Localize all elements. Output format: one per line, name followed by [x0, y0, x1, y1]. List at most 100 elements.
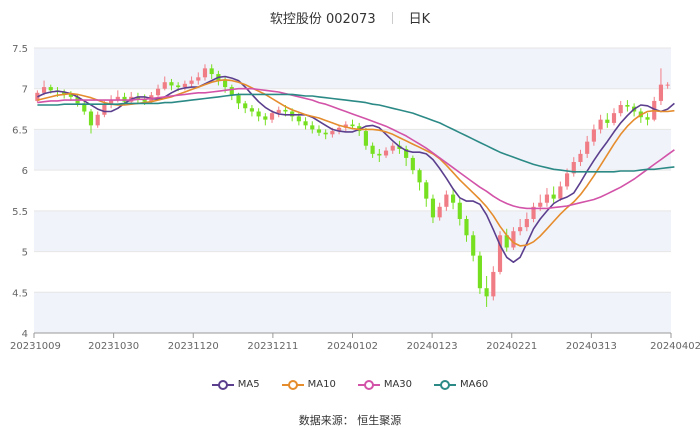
candle	[551, 186, 556, 203]
candle	[316, 125, 322, 136]
candle-body	[196, 77, 201, 81]
candle-body	[102, 105, 107, 115]
legend-item-ma10[interactable]: MA10	[281, 379, 336, 390]
series-line-ma5	[37, 75, 675, 264]
legend-item-ma5[interactable]: MA5	[211, 379, 260, 390]
candle-body	[591, 129, 596, 142]
x-tick-label: 20240402	[650, 341, 700, 352]
candle-body	[350, 124, 355, 127]
candle	[390, 142, 395, 154]
candle	[598, 114, 603, 134]
series-line-ma60	[37, 93, 675, 173]
legend-item-ma60[interactable]: MA60	[434, 379, 488, 390]
candle	[370, 142, 375, 158]
candle-body	[404, 148, 409, 158]
candle-body	[269, 113, 275, 120]
candle-body	[189, 80, 194, 84]
candle	[202, 64, 208, 81]
candle	[491, 266, 496, 301]
candle-body	[578, 153, 583, 162]
legend-item-ma30[interactable]: MA30	[357, 379, 412, 390]
candle-body	[571, 162, 576, 174]
candle-body	[363, 131, 368, 146]
candle	[645, 113, 650, 126]
ma-lines	[37, 75, 675, 264]
y-tick-label: 7.5	[12, 44, 28, 55]
legend-label-ma5: MA5	[237, 379, 260, 390]
candle-body	[430, 198, 436, 218]
x-tick-label: 20240123	[407, 341, 458, 352]
candle-body	[544, 194, 550, 203]
stock-title: 软控股份 002073	[269, 12, 376, 27]
legend-marker-ma10	[281, 379, 304, 390]
candle-body	[296, 116, 301, 122]
x-tick-label: 20231211	[247, 341, 298, 352]
candle-body	[316, 129, 322, 133]
candle	[544, 188, 550, 207]
candle-body	[330, 131, 335, 135]
candle-body	[68, 94, 73, 97]
candle-body	[390, 145, 395, 151]
candle	[189, 76, 194, 88]
candle-body	[62, 91, 67, 95]
y-tick-label: 5.5	[12, 207, 28, 218]
candle	[229, 84, 234, 101]
candle-body	[598, 119, 603, 130]
candle	[155, 84, 161, 97]
candle	[263, 113, 268, 126]
candle-body	[41, 87, 47, 93]
candle	[665, 82, 670, 89]
legend-label-ma60: MA60	[460, 379, 489, 390]
candle-body	[370, 145, 375, 154]
candle-body	[491, 271, 496, 297]
candle-body	[437, 206, 442, 218]
candle-body	[518, 227, 523, 232]
legend: MA5 MA10 MA30 MA60	[0, 379, 700, 390]
candle-body	[504, 235, 509, 248]
candle-body	[283, 109, 288, 112]
candle	[303, 117, 308, 130]
candle-body	[95, 114, 100, 126]
candle-body	[618, 105, 623, 114]
candle	[430, 194, 436, 224]
candle-body	[511, 231, 516, 248]
candle-body	[276, 109, 281, 114]
chart-title: 软控股份 002073 日K	[0, 8, 700, 27]
candle	[243, 100, 248, 114]
candle	[377, 148, 382, 162]
candle-body	[323, 132, 328, 135]
candle	[310, 121, 315, 134]
candle-body	[444, 194, 449, 207]
x-tick-label: 20240221	[486, 341, 537, 352]
candle	[564, 168, 570, 190]
legend-marker-ma5	[211, 379, 234, 390]
y-axis-ticks: 4 4.5 5 5.5 6 6.5 7 7.5	[12, 44, 28, 340]
candle-body	[464, 219, 469, 236]
candle	[196, 72, 201, 85]
candle	[383, 147, 389, 158]
plot-band	[34, 210, 671, 252]
candle-body	[658, 84, 664, 101]
candle	[343, 121, 348, 132]
y-tick-label: 4	[22, 329, 28, 340]
candle	[578, 149, 583, 167]
candle	[531, 202, 536, 223]
candle-body	[155, 88, 161, 96]
candle	[437, 202, 442, 221]
candle-body	[256, 111, 261, 117]
candle	[591, 124, 596, 146]
candle-body	[551, 194, 556, 199]
candle	[484, 276, 489, 307]
data-source: 数据来源： 恒生聚源	[298, 414, 402, 427]
candle	[451, 188, 456, 210]
candle-body	[176, 85, 181, 88]
candle-body	[611, 113, 617, 123]
candle-body	[605, 119, 610, 123]
candle	[209, 64, 214, 79]
candle-body	[115, 96, 120, 101]
candle	[169, 78, 174, 91]
period-label: 日K	[408, 12, 431, 27]
candle-body	[377, 153, 382, 156]
series-line-ma30	[37, 87, 675, 210]
candle-body	[236, 95, 241, 104]
